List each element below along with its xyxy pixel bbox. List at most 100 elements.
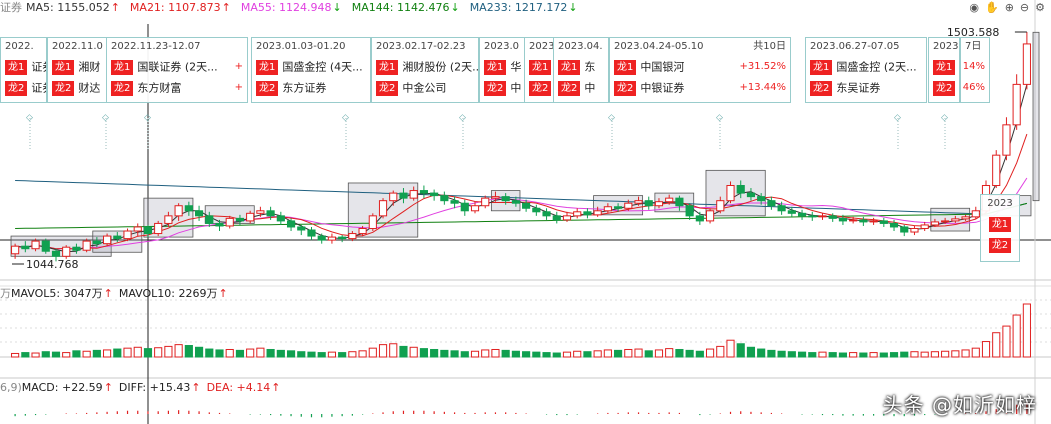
volume-bar [92, 349, 101, 358]
legend-value: MA144: 1142.476 [351, 1, 450, 14]
volume-bar [961, 349, 970, 358]
volume-legend: 万MAVOL5: 3047万↑ MAVOL10: 2269万↑ [0, 287, 700, 301]
candle-body [675, 197, 684, 207]
volume-bar [338, 352, 347, 358]
volume-bar [307, 351, 316, 358]
candle-body [941, 220, 950, 223]
stock-pct: 14% [962, 61, 985, 72]
ma144-line [15, 202, 1028, 229]
volume-bar [634, 348, 643, 358]
legend-item: MA21: 1107.873↑ [130, 1, 237, 14]
volume-bar [654, 349, 664, 358]
volume-bar [11, 352, 20, 358]
annotation-card[interactable]: 2023.04.24-05.10 共10日 龙1 中国银河 +31.52% 龙2 中银证券 +… [609, 37, 791, 103]
volume-bar [889, 352, 899, 358]
annotation-card[interactable]: 2022.11.0 龙1 湘财 龙2 财达 [47, 37, 107, 103]
volume-bar [82, 350, 91, 358]
volume-bar [317, 352, 326, 358]
ma5-line [15, 84, 1028, 253]
arrow-down-icon: ↓ [450, 1, 460, 14]
annotation-card[interactable]: 2023 龙1 龙2 [928, 37, 960, 103]
candle-body [726, 185, 735, 202]
stock-name: 东方财富 [137, 81, 182, 95]
annotation-card[interactable]: 2022.11.23-12.07 龙1 国联证券 (2天... + 龙2 东方财富 + [106, 37, 248, 103]
volume-bar [378, 344, 388, 358]
card-date-range: 2023.02.17-02.23 [376, 41, 466, 52]
candle-body [777, 205, 786, 212]
annotation-card[interactable]: 2023.0 龙1 华龙2 中 [479, 37, 525, 103]
legend-item: DIFF: +15.43↑ [119, 381, 207, 394]
volume-bar [235, 349, 245, 358]
legend-value: MA55: 1124.948 [240, 1, 332, 14]
annotation-card[interactable]: 2023.01.03-01.20 龙1 国盛金控 (4天... 龙2 东方证券 [251, 37, 371, 103]
candle-body [276, 215, 285, 222]
card-header: 2023.0 [480, 38, 524, 56]
candle-body [92, 240, 101, 245]
eye-icon[interactable]: ◉ [969, 1, 979, 14]
legend-value: MA233: 1217.172 [469, 1, 568, 14]
candle-body [971, 210, 980, 218]
candle-body [11, 245, 20, 255]
candle-body [787, 210, 796, 214]
legend-value: MACD: +22.59 [21, 381, 103, 394]
card-date-range: 2023.01.03-01.20 [256, 41, 346, 52]
legend-item: MA144: 1142.476↓ [352, 1, 466, 14]
dragon-tag: 龙1 [484, 59, 507, 75]
volume-bar [31, 352, 40, 358]
candle-body [603, 206, 612, 212]
price-low-label: 1044.768 [26, 258, 79, 271]
plus-icon[interactable]: ⊕ [1004, 1, 1014, 14]
stock-pct: +31.52% [739, 61, 786, 72]
annotation-card[interactable]: 2023. 龙1 龙2 [524, 37, 554, 103]
volume-bar [368, 347, 377, 358]
dragon-tag: 龙1 [376, 59, 399, 75]
volume-bar [726, 339, 735, 358]
card-date-range: 2023.04. [558, 41, 603, 52]
volume-bar [797, 351, 807, 358]
card-row: 龙2 东方证券 [252, 77, 370, 98]
volume-bar [62, 352, 71, 358]
candle-body [72, 246, 81, 251]
minus-icon[interactable]: ⊖ [1019, 1, 1030, 14]
volume-bar [542, 352, 551, 358]
candle-body [583, 211, 592, 216]
volume-bar [194, 346, 204, 358]
volume-bar [21, 352, 30, 358]
candle-body [992, 154, 1001, 187]
candle-body [194, 210, 204, 217]
volume-bar [859, 352, 868, 358]
settings-icon[interactable]: ⚙ [1035, 1, 1045, 14]
annotation-card[interactable]: 2023.02.17-02.23 龙1 湘财股份 (2天... 龙2 中金公司 [371, 37, 479, 103]
volume-bar [51, 351, 61, 358]
volume-bar [133, 346, 142, 358]
volume-bar [225, 348, 234, 358]
annotation-card[interactable]: 7日 14% 46% [960, 37, 990, 103]
candle-body [757, 196, 766, 202]
annotation-card-small[interactable]: 2023 龙1 龙2 [980, 194, 1020, 262]
candle-body [665, 197, 674, 203]
annotation-card[interactable]: 2022. 龙1证券龙2证券 [0, 37, 47, 103]
card-header: 2023 [987, 198, 1013, 209]
card-header: 2023.04. [554, 38, 608, 56]
legend-value: DEA: +4.14 [206, 381, 271, 394]
volume-bar [695, 350, 704, 358]
annotation-card[interactable]: 2023.06.27-07.05 龙1 国盛金控 (2天... 龙2 东吴证券 [805, 37, 927, 103]
annotation-pin-icon: ◇ [459, 113, 466, 123]
volume-bar [583, 351, 592, 358]
volume-bar [992, 332, 1001, 358]
dragon-tag: 龙2 [484, 80, 507, 96]
dragon-tag: 龙1 [529, 59, 552, 75]
candle-body [143, 226, 153, 235]
card-header: 2023 [929, 38, 959, 56]
candle-body [1022, 43, 1031, 85]
annotation-card[interactable]: 2023.04. 龙1 东龙2 中 [553, 37, 609, 103]
candle-body [532, 207, 541, 213]
annotation-pin-icon: ◇ [144, 113, 151, 123]
arrow-up-icon: ↑ [103, 381, 113, 394]
dragon-tag: 龙2 [376, 80, 399, 96]
hand-icon[interactable]: ✋ [984, 1, 999, 14]
period-highlight-box [930, 207, 971, 232]
volume-bar [910, 351, 919, 358]
candle-body [174, 205, 183, 217]
